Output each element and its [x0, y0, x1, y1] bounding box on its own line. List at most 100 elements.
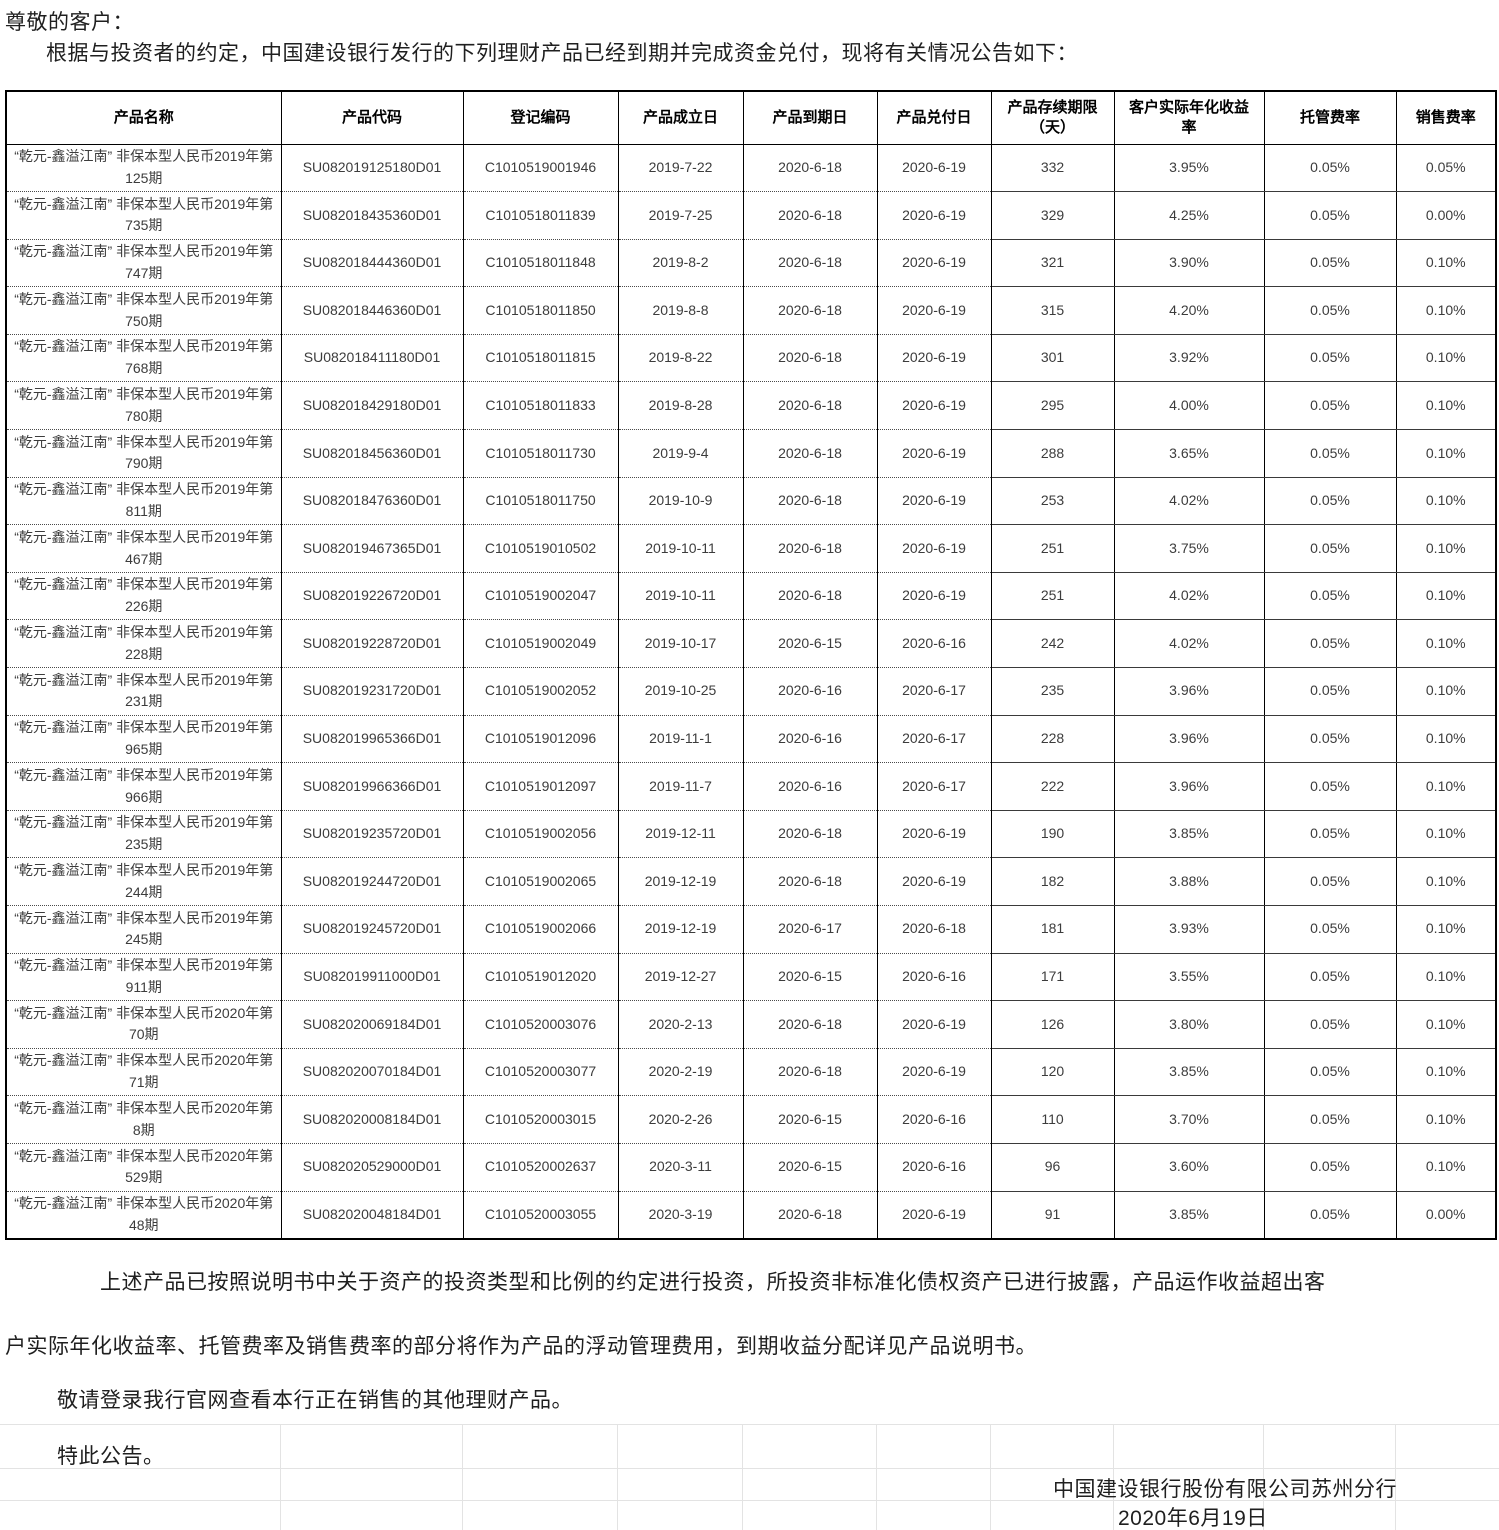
spreadsheet-gridline — [0, 1424, 1499, 1425]
cell-custody-fee-rate: 0.05% — [1264, 286, 1397, 335]
cell-maturity-date: 2020-6-18 — [743, 286, 878, 335]
cell-sales-fee-rate: 0.10% — [1396, 239, 1496, 288]
cell-payment-date: 2020-6-19 — [877, 1000, 992, 1049]
cell-registration-code: C1010520003076 — [463, 1000, 619, 1049]
cell-custody-fee-rate: 0.05% — [1264, 572, 1397, 621]
cell-sales-fee-rate: 0.10% — [1396, 1048, 1496, 1097]
cell-actual-annualized-yield: 3.90% — [1114, 239, 1265, 288]
cell-duration-days: 171 — [991, 953, 1115, 1002]
cell-product-code: SU082018456360D01 — [281, 429, 464, 478]
cell-actual-annualized-yield: 3.93% — [1114, 905, 1265, 954]
cell-inception-date: 2019-12-19 — [618, 905, 744, 954]
cell-sales-fee-rate: 0.10% — [1396, 381, 1496, 431]
cell-sales-fee-rate: 0.10% — [1396, 905, 1496, 954]
cell-registration-code: C1010519002049 — [463, 619, 619, 669]
cell-payment-date: 2020-6-19 — [877, 477, 992, 526]
spreadsheet-gridline — [876, 1424, 877, 1530]
cell-custody-fee-rate: 0.05% — [1264, 905, 1397, 954]
cell-actual-annualized-yield: 3.85% — [1114, 1191, 1265, 1239]
cell-product-code: SU082019231720D01 — [281, 667, 464, 716]
cell-payment-date: 2020-6-19 — [877, 286, 992, 335]
cell-inception-date: 2019-12-11 — [618, 810, 744, 859]
spreadsheet-gridline — [462, 1424, 463, 1530]
table-row: “乾元-鑫溢江南” 非保本型人民币2019年第966期 SU08201996636… — [6, 762, 1496, 811]
cell-product-name: “乾元-鑫溢江南” 非保本型人民币2019年第226期 — [6, 572, 282, 621]
cell-product-code: SU082018429180D01 — [281, 381, 464, 431]
column-header-duration-days: 产品存续期限 （天） — [991, 91, 1115, 145]
cell-product-name: “乾元-鑫溢江南” 非保本型人民币2019年第780期 — [6, 381, 282, 431]
cell-maturity-date: 2020-6-18 — [743, 524, 878, 573]
cell-custody-fee-rate: 0.05% — [1264, 524, 1397, 573]
cell-product-name: “乾元-鑫溢江南” 非保本型人民币2019年第811期 — [6, 477, 282, 526]
cell-duration-days: 288 — [991, 429, 1115, 478]
cell-inception-date: 2020-2-26 — [618, 1095, 744, 1144]
cell-actual-annualized-yield: 4.25% — [1114, 191, 1265, 240]
cell-sales-fee-rate: 0.10% — [1396, 477, 1496, 526]
table-header-row: 产品名称 产品代码 登记编码 产品成立日 产品到期日 产品兑付日 产品存续期限 … — [6, 91, 1496, 145]
cell-custody-fee-rate: 0.05% — [1264, 477, 1397, 526]
cell-sales-fee-rate: 0.05% — [1396, 144, 1496, 193]
issuer-signature: 中国建设银行股份有限公司苏州分行 — [1053, 1478, 1397, 1501]
cell-registration-code: C1010519010502 — [463, 524, 619, 573]
spreadsheet-gridline — [742, 1424, 743, 1530]
cell-payment-date: 2020-6-19 — [877, 857, 992, 906]
cell-duration-days: 110 — [991, 1095, 1115, 1144]
table-row: “乾元-鑫溢江南” 非保本型人民币2019年第768期 SU08201841118… — [6, 334, 1496, 383]
column-header-sales-fee-rate: 销售费率 — [1396, 91, 1496, 145]
cell-product-name: “乾元-鑫溢江南” 非保本型人民币2019年第966期 — [6, 762, 282, 811]
table-row: “乾元-鑫溢江南” 非保本型人民币2019年第747期 SU08201844436… — [6, 239, 1496, 288]
cell-inception-date: 2019-12-27 — [618, 953, 744, 1002]
cell-actual-annualized-yield: 3.95% — [1114, 144, 1265, 193]
announcement-note: 特此公告。 — [57, 1445, 165, 1468]
cell-inception-date: 2020-3-19 — [618, 1191, 744, 1239]
cell-custody-fee-rate: 0.05% — [1264, 762, 1397, 811]
cell-actual-annualized-yield: 4.02% — [1114, 619, 1265, 669]
cell-product-name: “乾元-鑫溢江南” 非保本型人民币2019年第911期 — [6, 953, 282, 1002]
cell-registration-code: C1010519002066 — [463, 905, 619, 954]
cell-maturity-date: 2020-6-18 — [743, 1191, 878, 1239]
column-header-inception-date: 产品成立日 — [618, 91, 744, 145]
cell-inception-date: 2020-3-11 — [618, 1143, 744, 1192]
cell-product-name: “乾元-鑫溢江南” 非保本型人民币2019年第768期 — [6, 334, 282, 383]
column-header-actual-annualized-yield: 客户实际年化收益 率 — [1114, 91, 1265, 145]
cell-sales-fee-rate: 0.10% — [1396, 810, 1496, 859]
cell-registration-code: C1010519002065 — [463, 857, 619, 906]
cell-custody-fee-rate: 0.05% — [1264, 144, 1397, 193]
column-header-product-code: 产品代码 — [281, 91, 464, 145]
cell-registration-code: C1010519012096 — [463, 715, 619, 764]
cell-duration-days: 222 — [991, 762, 1115, 811]
cell-maturity-date: 2020-6-15 — [743, 1143, 878, 1192]
cell-inception-date: 2019-11-7 — [618, 762, 744, 811]
cell-product-name: “乾元-鑫溢江南” 非保本型人民币2020年第70期 — [6, 1000, 282, 1049]
cell-product-code: SU082019235720D01 — [281, 810, 464, 859]
cell-product-name: “乾元-鑫溢江南” 非保本型人民币2019年第747期 — [6, 239, 282, 288]
column-header-product-name: 产品名称 — [6, 91, 282, 145]
cell-product-code: SU082019911000D01 — [281, 953, 464, 1002]
cell-inception-date: 2019-9-4 — [618, 429, 744, 478]
cell-product-name: “乾元-鑫溢江南” 非保本型人民币2019年第735期 — [6, 191, 282, 240]
cell-payment-date: 2020-6-16 — [877, 953, 992, 1002]
cell-product-name: “乾元-鑫溢江南” 非保本型人民币2019年第231期 — [6, 667, 282, 716]
cell-payment-date: 2020-6-19 — [877, 429, 992, 478]
product-table-body: “乾元-鑫溢江南” 非保本型人民币2019年第125期 SU08201912518… — [6, 144, 1496, 1239]
column-header-registration-code: 登记编码 — [463, 91, 619, 145]
cell-inception-date: 2019-10-11 — [618, 524, 744, 573]
cell-custody-fee-rate: 0.05% — [1264, 1191, 1397, 1239]
column-header-maturity-date: 产品到期日 — [743, 91, 878, 145]
cell-custody-fee-rate: 0.05% — [1264, 1000, 1397, 1049]
cell-actual-annualized-yield: 3.85% — [1114, 1048, 1265, 1097]
cell-actual-annualized-yield: 3.92% — [1114, 334, 1265, 383]
cell-registration-code: C1010518011848 — [463, 239, 619, 288]
cell-sales-fee-rate: 0.10% — [1396, 857, 1496, 906]
cell-actual-annualized-yield: 3.88% — [1114, 857, 1265, 906]
cell-registration-code: C1010520003077 — [463, 1048, 619, 1097]
cell-sales-fee-rate: 0.00% — [1396, 191, 1496, 240]
cell-duration-days: 190 — [991, 810, 1115, 859]
cell-inception-date: 2019-8-8 — [618, 286, 744, 335]
cell-actual-annualized-yield: 3.85% — [1114, 810, 1265, 859]
cell-inception-date: 2020-2-13 — [618, 1000, 744, 1049]
cell-inception-date: 2019-11-1 — [618, 715, 744, 764]
cell-payment-date: 2020-6-18 — [877, 905, 992, 954]
cell-product-name: “乾元-鑫溢江南” 非保本型人民币2019年第467期 — [6, 524, 282, 573]
cell-maturity-date: 2020-6-17 — [743, 905, 878, 954]
